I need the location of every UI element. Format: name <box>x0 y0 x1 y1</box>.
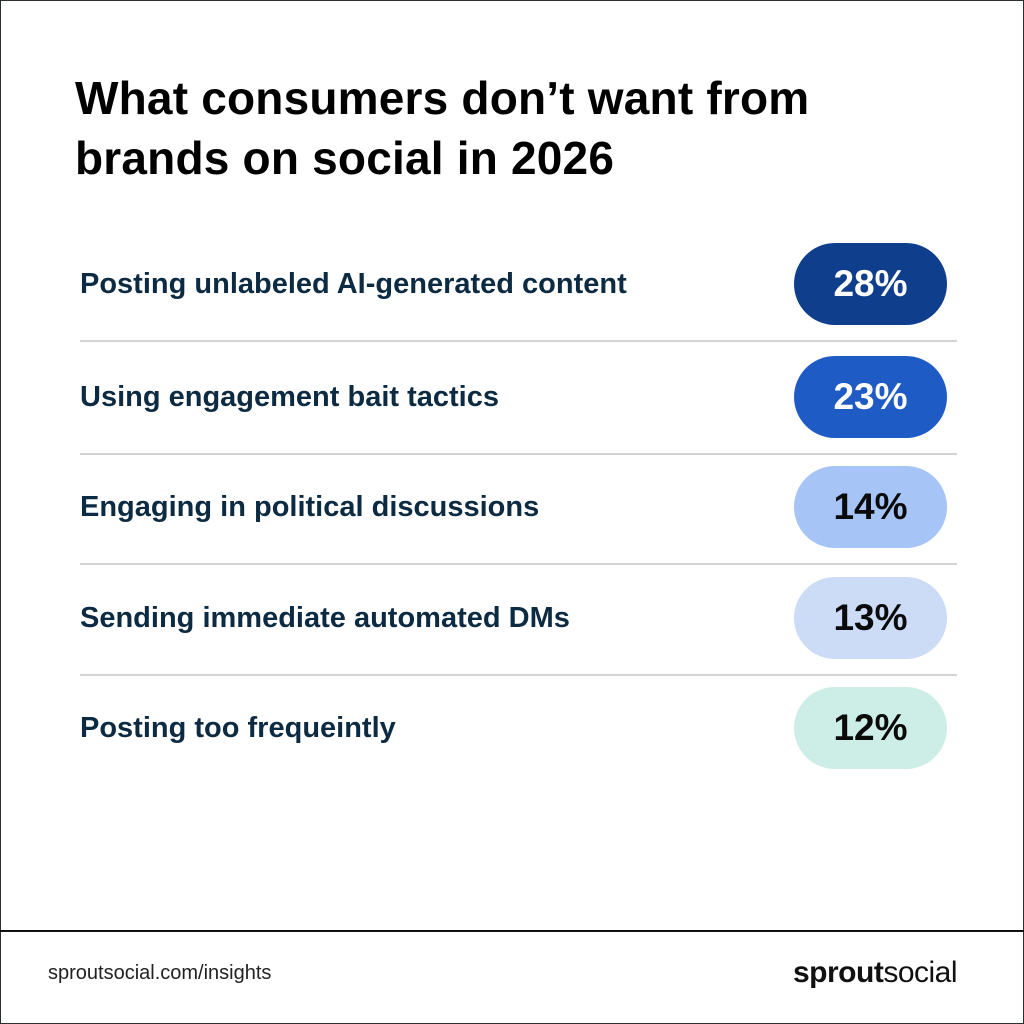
row-divider <box>80 453 957 455</box>
row-label: Sending immediate automated DMs <box>80 601 570 634</box>
footer-url[interactable]: sproutsocial.com/insights <box>48 962 272 984</box>
logo-bold-text: sprout <box>793 956 884 989</box>
list-row: Sending immediate automated DMs 13% <box>80 563 957 673</box>
row-label: Posting unlabeled AI-generated content <box>80 267 627 300</box>
list-row: Using engagement bait tactics 23% <box>80 342 957 452</box>
value-pill: 14% <box>794 466 947 548</box>
value-pill: 12% <box>794 687 947 769</box>
value-pill: 23% <box>794 356 947 438</box>
chart-title: What consumers don’t want from brands on… <box>75 72 810 184</box>
row-label: Using engagement bait tactics <box>80 380 499 413</box>
value-pill: 13% <box>794 577 947 659</box>
row-label: Engaging in political discussions <box>80 490 540 523</box>
logo-light-text: social <box>883 956 958 989</box>
value-pill: 28% <box>794 243 947 325</box>
list-row: Posting too frequeintly 12% <box>80 673 957 783</box>
sprout-social-logo: sproutsocial <box>793 956 958 990</box>
row-divider <box>80 340 957 342</box>
list-row: Engaging in political discussions 14% <box>80 452 957 562</box>
row-label: Posting too frequeintly <box>80 711 396 744</box>
footer-divider <box>0 930 1024 932</box>
row-divider <box>80 674 957 676</box>
row-divider <box>80 563 957 565</box>
list-row: Posting unlabeled AI-generated content 28… <box>80 229 957 339</box>
